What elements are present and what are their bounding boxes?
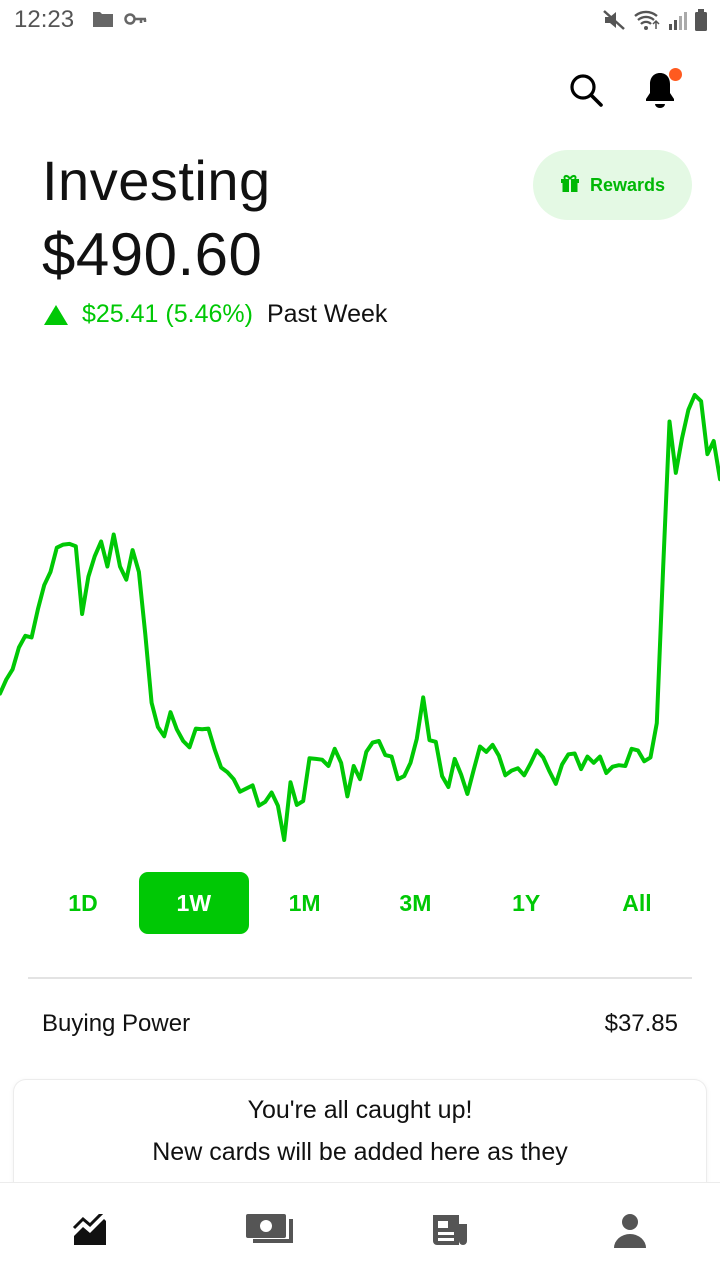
status-bar: 12:23 <box>0 0 720 44</box>
card-title: You're all caught up! <box>247 1096 473 1124</box>
top-actions <box>566 68 682 115</box>
key-icon <box>124 12 148 31</box>
status-left-icons <box>92 10 148 33</box>
page-title: Investing <box>42 149 271 212</box>
buying-power-label: Buying Power <box>42 1010 191 1037</box>
divider <box>28 977 692 979</box>
range-1y[interactable]: 1Y <box>512 889 541 916</box>
search-button[interactable] <box>566 70 606 114</box>
range-1w[interactable]: 1W <box>138 872 249 934</box>
buying-power-row[interactable]: Buying Power $37.85 <box>42 1010 678 1038</box>
price-line <box>0 393 720 842</box>
signal-icon <box>668 9 688 36</box>
range-1m[interactable]: 1M <box>288 889 321 916</box>
wifi-icon <box>632 9 662 36</box>
notification-dot <box>669 68 682 81</box>
rewards-button[interactable]: Rewards <box>533 150 692 220</box>
account-icon <box>613 1212 647 1253</box>
change-value: $25.41 (5.46%) <box>82 300 253 328</box>
notifications-button[interactable] <box>640 68 682 115</box>
status-right-icons <box>602 8 708 37</box>
mute-icon <box>602 9 626 36</box>
news-icon <box>431 1212 469 1253</box>
change-row: $25.41 (5.46%) Past Week <box>44 300 387 329</box>
cash-icon <box>245 1213 295 1252</box>
range-all[interactable]: All <box>622 889 652 916</box>
card-message: New cards will be added here as they <box>152 1138 568 1166</box>
gift-icon <box>560 174 580 197</box>
portfolio-balance: $490.60 <box>42 221 263 288</box>
bell-icon <box>643 70 677 115</box>
rewards-label: Rewards <box>589 174 666 195</box>
range-1d[interactable]: 1D <box>68 889 98 916</box>
change-period: Past Week <box>266 300 388 328</box>
range-selector: 1D 1W 1M 3M 1Y All <box>28 872 692 936</box>
range-3m[interactable]: 3M <box>399 889 432 916</box>
up-arrow-icon <box>44 304 68 325</box>
portfolio-icon <box>72 1209 108 1251</box>
nav-account[interactable] <box>585 1197 675 1267</box>
status-time: 12:23 <box>14 6 75 33</box>
buying-power-value: $37.85 <box>604 1010 678 1037</box>
nav-portfolio[interactable] <box>45 1197 135 1267</box>
search-icon <box>568 72 604 113</box>
price-chart[interactable] <box>0 380 720 860</box>
bottom-nav <box>0 1182 720 1281</box>
nav-news[interactable] <box>405 1197 495 1267</box>
battery-icon <box>694 8 708 37</box>
folder-icon <box>92 10 114 33</box>
nav-cash[interactable] <box>225 1197 315 1267</box>
